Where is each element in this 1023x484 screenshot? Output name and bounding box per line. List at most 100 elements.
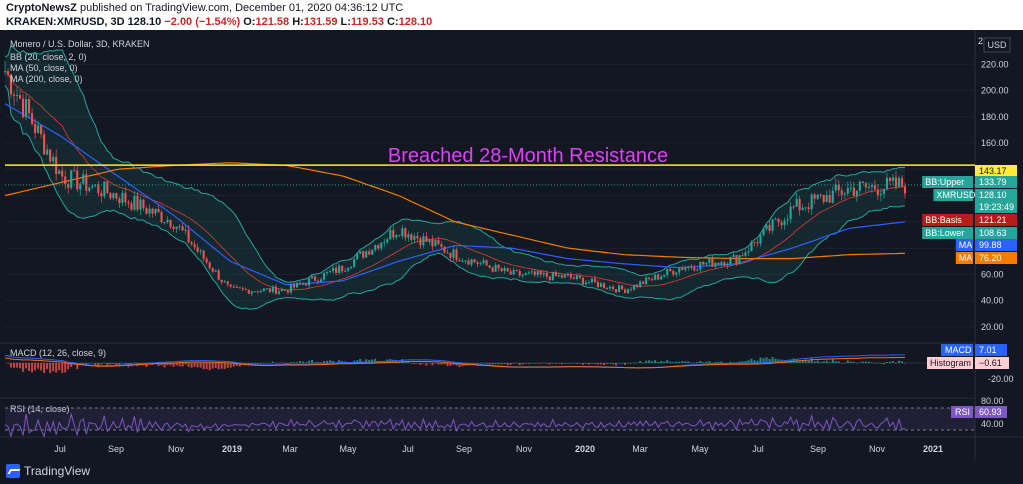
price-chart-svg[interactable]: Breached 28-Month Resistance Monero / U.… [0, 30, 1023, 460]
indicator-tag-value: 99.88 [979, 240, 1002, 250]
macd-histogram-bar [756, 360, 759, 363]
candle-body [554, 271, 557, 276]
candle-body [831, 190, 834, 203]
macd-histogram-bar [705, 361, 708, 363]
macd-histogram-bar [217, 363, 220, 370]
candle-body [873, 185, 876, 190]
tradingview-logo[interactable]: TradingView [6, 464, 90, 478]
time-axis[interactable]: Jul Sep Nov 2019 Mar May Jul Sep Nov 2020 Mar May Ju… [54, 444, 943, 454]
indicator-tag-value-bg [975, 201, 1017, 213]
candle-body [660, 276, 663, 280]
resistance-price-tag [975, 165, 1017, 177]
macd-histogram-bar [816, 360, 819, 363]
candle-body [467, 260, 470, 265]
macd-histogram-bar [163, 363, 166, 368]
candle-body [774, 219, 777, 221]
candle-body [58, 170, 61, 175]
macd-histogram-bar [49, 363, 52, 373]
candle-body [443, 246, 446, 253]
candle-body [681, 268, 684, 270]
candle-body [780, 222, 783, 226]
candle-body [669, 269, 672, 271]
macd-title[interactable]: MACD (12, 26, close, 9) [10, 348, 106, 358]
indicator-tag-value-bg [975, 239, 1017, 251]
macd-histogram-bar [837, 361, 840, 363]
legend-bb[interactable]: BB (20, close, 2, 0) [10, 52, 87, 62]
currency-label[interactable]: USD [987, 40, 1007, 50]
macd-plot [4, 354, 975, 373]
legend-ma200[interactable]: MA (200, close, 0) [10, 74, 83, 84]
histogram-value: −0.61 [979, 358, 1002, 368]
resistance-annotation[interactable]: Breached 28-Month Resistance [388, 145, 668, 167]
candle-body [148, 208, 151, 214]
macd-histogram-bar [879, 363, 882, 364]
macd-histogram-bar [268, 363, 271, 364]
macd-histogram-bar [431, 363, 434, 366]
rsi-title[interactable]: RSI (14, close) [10, 404, 70, 414]
macd-histogram-bar [642, 362, 645, 364]
candle-body [882, 188, 885, 194]
macd-histogram-bar [187, 363, 190, 367]
macd-histogram-bar [657, 361, 660, 363]
macd-histogram-bar [904, 362, 906, 364]
macd-histogram-bar [262, 363, 265, 364]
candle-body [73, 170, 76, 172]
macd-histogram-bar [274, 363, 277, 364]
macd-histogram-bar [870, 362, 873, 364]
candle-body [777, 219, 780, 223]
macd-histogram-bar [666, 360, 669, 363]
macd-histogram-bar [193, 363, 196, 367]
candle-body [12, 94, 16, 96]
candle-body [726, 264, 729, 266]
candle-body [226, 281, 229, 285]
macd-histogram-bar [669, 361, 672, 363]
candle-body [648, 277, 651, 280]
indicator-tag-value: 19:23:49 [979, 202, 1014, 212]
indicator-tag-name: XMRUSD [936, 190, 976, 200]
macd-histogram-bar [100, 363, 103, 365]
rsi-tag-label: RSI [955, 407, 970, 417]
candle-body [509, 271, 512, 275]
candle-body [717, 263, 720, 265]
indicator-tag-value-bg [975, 227, 1017, 239]
candle-body [482, 260, 485, 264]
high-label: H: [292, 16, 304, 28]
candle-body [539, 271, 542, 275]
candle-body [329, 271, 332, 273]
candle-body [605, 288, 609, 290]
macd-signal-line [4, 356, 906, 369]
macd-histogram-bar [121, 362, 124, 364]
candle-body [127, 201, 130, 204]
macd-histogram-bar [359, 358, 362, 363]
macd-histogram-bar [205, 363, 208, 370]
candle-body [6, 71, 10, 75]
currency-box[interactable] [983, 37, 1011, 53]
macd-histogram-bar [482, 362, 485, 364]
candle-body [353, 259, 356, 267]
legend-ma50[interactable]: MA (50, close, 0) [10, 63, 78, 73]
macd-histogram-bar [67, 363, 70, 370]
time-axis-label: Nov [516, 444, 533, 454]
macd-histogram-bar [115, 363, 118, 366]
candle-body [52, 156, 55, 162]
macd-histogram-bar [578, 363, 581, 364]
macd-histogram-bar [52, 363, 55, 372]
macd-histogram-bar [112, 363, 115, 365]
macd-histogram-bar [822, 361, 825, 363]
candle-body [834, 184, 837, 191]
bb-lower-line [4, 84, 905, 310]
macd-histogram-bar [798, 361, 801, 363]
candle-body [371, 249, 374, 255]
candle-body [313, 276, 317, 281]
author-name[interactable]: CryptoNewsZ [6, 2, 77, 14]
candle-body [304, 283, 308, 286]
macd-histogram-bar [702, 362, 705, 363]
indicator-lines [4, 44, 906, 310]
candle-body [900, 178, 904, 187]
candle-body [786, 219, 789, 221]
macd-histogram-bar [843, 362, 846, 364]
macd-histogram-bar [458, 363, 461, 368]
macd-histogram-bar [410, 363, 413, 364]
candle-body [792, 206, 795, 208]
macd-histogram-bar [368, 359, 371, 363]
